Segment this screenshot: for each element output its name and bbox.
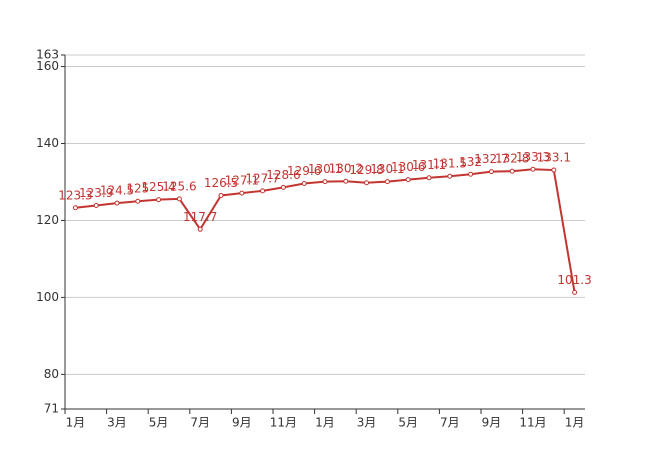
data-label: 125	[126, 182, 149, 196]
data-label: 133.1	[537, 151, 571, 165]
x-tick-label: 11月	[519, 416, 546, 430]
data-label: 128.6	[266, 168, 300, 182]
x-tick-label: 7月	[440, 416, 460, 430]
point	[509, 168, 515, 174]
point	[322, 179, 328, 185]
y-tick-label: 100	[36, 290, 59, 304]
point	[114, 200, 120, 206]
point	[405, 177, 411, 183]
point	[156, 197, 162, 203]
data-label: 125.4	[141, 180, 175, 194]
x-tick-label: 3月	[107, 416, 127, 430]
point	[197, 226, 203, 232]
x-tick-label: 5月	[149, 416, 169, 430]
data-label: 117.7	[183, 210, 217, 224]
point	[301, 181, 307, 187]
point	[530, 166, 536, 172]
point	[551, 167, 557, 173]
data-label: 132.7	[474, 152, 508, 166]
data-label: 131.1	[412, 158, 446, 172]
x-tick-label: 1月	[565, 416, 585, 430]
x-tick-label: 11月	[270, 416, 297, 430]
point	[280, 184, 286, 190]
data-label: 126.5	[204, 176, 238, 190]
data-label: 127.1	[225, 174, 259, 188]
data-label: 130.6	[391, 160, 425, 174]
point	[260, 188, 266, 194]
data-label: 101.3	[557, 273, 591, 287]
y-tick-label: 160	[36, 59, 59, 73]
data-label: 132.8	[495, 152, 529, 166]
point	[426, 175, 432, 181]
point	[93, 202, 99, 208]
point	[239, 190, 245, 196]
data-label: 130.2	[329, 162, 363, 176]
data-label: 130.1	[370, 162, 404, 176]
point	[468, 171, 474, 177]
point	[447, 173, 453, 179]
data-label: 131.5	[433, 157, 467, 171]
x-tick-label: 9月	[232, 416, 252, 430]
x-tick-label: 5月	[398, 416, 418, 430]
data-label: 133.3	[516, 150, 550, 164]
data-label: 130.1	[308, 162, 342, 176]
data-label: 125.6	[162, 179, 196, 193]
point	[72, 205, 78, 211]
point	[218, 192, 224, 198]
y-tick-label: 71	[44, 402, 59, 416]
y-tick-label: 140	[36, 136, 59, 150]
point	[176, 196, 182, 202]
y-tick-label: 80	[44, 367, 59, 381]
y-tick-label: 120	[36, 213, 59, 227]
data-label: 132	[459, 155, 482, 169]
x-tick-label: 1月	[66, 416, 86, 430]
data-label: 123.3	[58, 188, 92, 202]
point	[135, 198, 141, 204]
data-label: 124.5	[100, 184, 134, 198]
x-tick-label: 7月	[190, 416, 210, 430]
point	[572, 289, 578, 295]
data-label: 127.7	[245, 171, 279, 185]
point	[384, 179, 390, 185]
point	[488, 169, 494, 175]
point	[364, 180, 370, 186]
data-label: 123.9	[79, 186, 113, 200]
x-tick-label: 9月	[482, 416, 502, 430]
y-tick-label: 163	[36, 48, 59, 62]
x-tick-label: 1月	[315, 416, 335, 430]
point	[343, 178, 349, 184]
data-label: 129.6	[287, 164, 321, 178]
x-tick-label: 3月	[357, 416, 377, 430]
data-label: 129.8	[349, 163, 383, 177]
